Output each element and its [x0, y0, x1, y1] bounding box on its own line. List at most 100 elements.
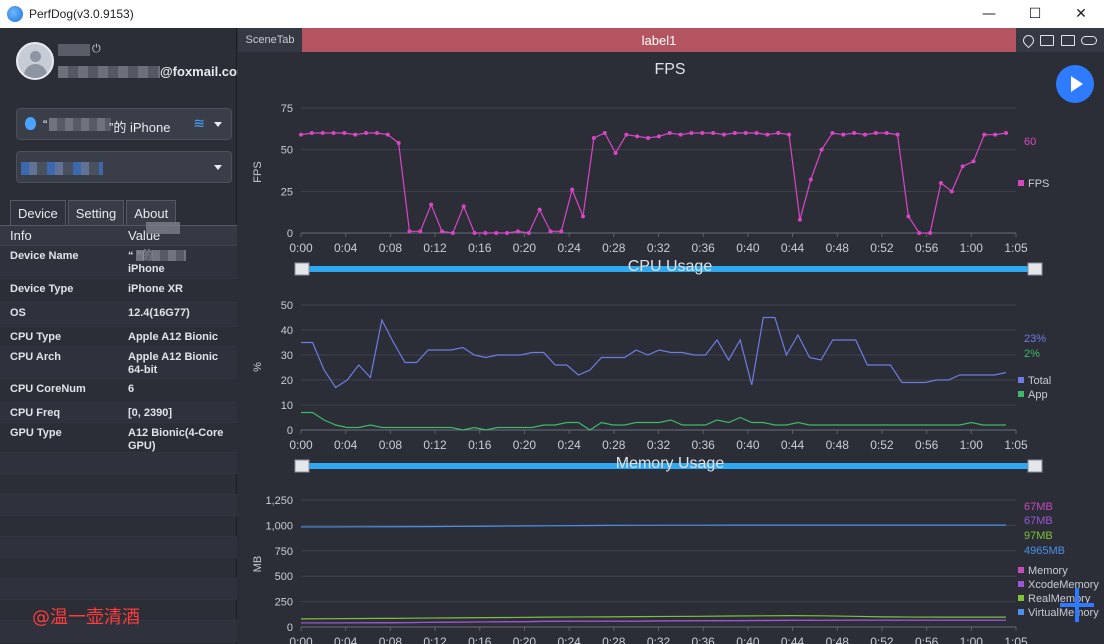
- chart-ylabel: MB: [252, 556, 264, 573]
- plus-icon-vertical: [1075, 588, 1079, 622]
- x-tick-label: 0:00: [289, 241, 313, 255]
- info-key: Device Type: [10, 283, 74, 295]
- info-row: CPU Arch Apple A12 Bionic 64-bit: [0, 347, 237, 379]
- x-tick-label: 0:08: [379, 635, 403, 644]
- label-bar[interactable]: label1: [302, 28, 1016, 52]
- x-tick-label: 0:56: [915, 438, 939, 452]
- series-line-realmemory: [300, 615, 1006, 620]
- fps-point: [635, 134, 640, 139]
- scene-tab[interactable]: SceneTab: [238, 28, 302, 52]
- info-row-empty: [0, 516, 237, 537]
- y-tick-label: 40: [281, 325, 293, 337]
- device-select[interactable]: “ ”的 iPhone ≋: [16, 108, 232, 140]
- chevron-down-icon: [214, 122, 222, 127]
- fps-point: [429, 202, 434, 207]
- time-range-slider[interactable]: [301, 463, 1034, 469]
- cloud-icon[interactable]: [1080, 35, 1097, 45]
- perfdog-app-icon: [7, 6, 23, 22]
- slider-handle-right[interactable]: [1027, 459, 1043, 473]
- maximize-button[interactable]: ☐: [1028, 6, 1042, 22]
- x-tick-label: 0:12: [423, 635, 447, 644]
- window-title: PerfDog(v3.0.9153): [29, 7, 134, 21]
- current-value: 60: [1024, 136, 1036, 148]
- slider-handle-left[interactable]: [294, 459, 310, 473]
- apple-icon: [25, 117, 36, 130]
- x-tick-label: 0:20: [513, 241, 537, 255]
- legend-swatch: [1018, 377, 1024, 383]
- x-tick-label: 0:20: [513, 438, 537, 452]
- fps-point: [797, 217, 802, 222]
- info-value: 12.4(16G77): [128, 307, 190, 319]
- folder-icon[interactable]: [1040, 34, 1055, 46]
- info-row: Device Type iPhone XR: [0, 279, 237, 303]
- time-range-slider[interactable]: [301, 266, 1034, 272]
- app-select[interactable]: [16, 151, 232, 183]
- x-tick-label: 1:05: [1004, 241, 1028, 255]
- fps-point: [602, 131, 607, 135]
- x-tick-label: 0:52: [870, 241, 894, 255]
- location-pin-icon[interactable]: [1020, 32, 1037, 48]
- x-tick-label: 0:08: [379, 438, 403, 452]
- fps-point: [537, 207, 542, 212]
- y-tick-label: 0: [287, 228, 293, 240]
- folder-open-icon[interactable]: [1060, 34, 1075, 46]
- x-tick-label: 0:00: [289, 635, 313, 644]
- fps-point: [743, 131, 748, 135]
- info-row: Device Name “ ”的 iPhone: [0, 246, 237, 279]
- tab-device[interactable]: Device: [10, 200, 66, 225]
- chart-title: CPU Usage: [628, 258, 713, 275]
- fps-point: [385, 132, 390, 137]
- tab-divider: [0, 225, 237, 226]
- device-info-table: Info Value Device Name“ ”的 iPhoneDevice …: [0, 222, 237, 642]
- fps-point: [374, 131, 379, 135]
- slider-handle-left[interactable]: [294, 262, 310, 276]
- close-button[interactable]: ✕: [1075, 6, 1087, 22]
- fps-point: [440, 229, 444, 234]
- x-tick-label: 0:16: [468, 241, 492, 255]
- info-value: [0, 2390]: [128, 407, 173, 419]
- fps-point: [787, 132, 792, 137]
- x-tick-label: 0:04: [334, 438, 358, 452]
- legend-label: App: [1028, 389, 1048, 401]
- info-row: CPU Freq [0, 2390]: [0, 403, 237, 423]
- x-tick-label: 0:32: [647, 241, 671, 255]
- fps-point: [526, 231, 531, 235]
- power-icon[interactable]: ⏻: [92, 42, 101, 55]
- y-tick-label: 20: [281, 375, 293, 387]
- legend-label: FPS: [1028, 178, 1049, 190]
- avatar[interactable]: [16, 42, 54, 80]
- fps-point: [667, 131, 672, 135]
- chart-ylabel: %: [252, 362, 264, 372]
- value-header-blurred: [146, 222, 180, 234]
- fps-point: [396, 141, 401, 145]
- minimize-button[interactable]: —: [982, 6, 996, 22]
- series-line-app: [301, 411, 1006, 431]
- fps-point: [895, 132, 900, 137]
- fps-point: [320, 131, 325, 135]
- x-tick-label: 0:28: [602, 635, 626, 644]
- slider-handle-right[interactable]: [1027, 262, 1043, 276]
- info-row-empty: [0, 453, 237, 474]
- fps-point: [808, 177, 813, 182]
- x-tick-label: 0:56: [915, 241, 939, 255]
- series-line-virtualmemory: [301, 524, 1006, 528]
- fps-point: [873, 131, 878, 135]
- fps-point: [364, 131, 369, 135]
- y-tick-label: 75: [281, 103, 293, 115]
- tab-setting[interactable]: Setting: [67, 200, 125, 225]
- tab-about[interactable]: About: [126, 200, 177, 225]
- y-tick-label: 0: [287, 425, 293, 437]
- info-value: iPhone XR: [128, 283, 184, 295]
- legend-swatch: [1018, 180, 1024, 186]
- y-tick-label: 50: [281, 300, 293, 312]
- x-tick-label: 0:52: [870, 635, 894, 644]
- x-tick-label: 0:24: [557, 438, 581, 452]
- fps-point: [483, 231, 488, 235]
- x-tick-label: 0:20: [513, 635, 537, 644]
- fps-point: [613, 151, 618, 155]
- sidebar-tabs: Device Setting About: [10, 200, 178, 225]
- x-tick-label: 0:40: [736, 241, 760, 255]
- chart-title: Memory Usage: [616, 455, 725, 472]
- add-label-button[interactable]: [1060, 588, 1094, 622]
- play-button[interactable]: [1056, 65, 1094, 103]
